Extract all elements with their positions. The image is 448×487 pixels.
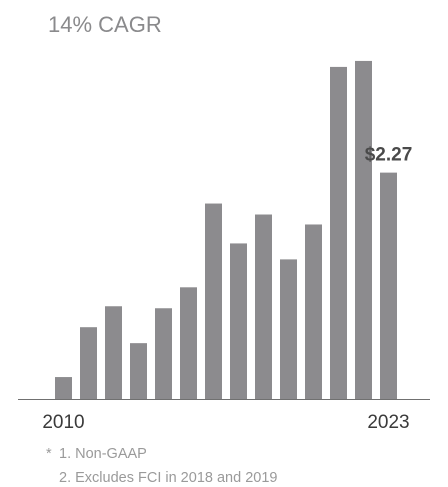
bar-2019 — [280, 259, 297, 399]
bar-2021 — [330, 66, 347, 400]
bar-2013 — [130, 343, 147, 399]
x-tick-labels: 2010 2023 — [42, 412, 409, 433]
bar-2020 — [305, 224, 322, 399]
bar-2014 — [155, 308, 172, 399]
bar-2022 — [355, 60, 372, 399]
footnote-1: 1. Non-GAAP — [59, 446, 147, 462]
x-tick-label-2010: 2010 — [42, 412, 84, 433]
x-tick-label-2023: 2023 — [367, 412, 409, 433]
data-label-2023: $2.27 — [365, 145, 413, 166]
chart-title: 14% CAGR — [48, 12, 162, 37]
bar-2018 — [255, 214, 272, 399]
bar-2011 — [80, 327, 97, 399]
bar-2023 — [380, 172, 397, 399]
bars-group — [55, 60, 397, 400]
footnote-2: 2. Excludes FCI in 2018 and 2019 — [59, 470, 278, 486]
footnote-marker: * — [46, 446, 52, 462]
bar-2017 — [230, 243, 247, 399]
bar-2010 — [55, 377, 72, 399]
bar-2016 — [205, 203, 222, 399]
bar-2015 — [180, 287, 197, 399]
data-labels: $2.27 — [365, 145, 413, 166]
bar-2012 — [105, 306, 122, 399]
